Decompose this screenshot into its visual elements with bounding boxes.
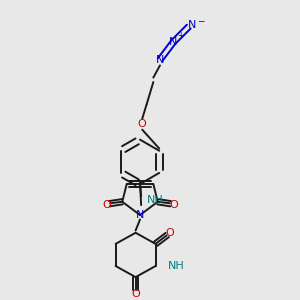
Text: O: O — [131, 289, 140, 299]
Text: O: O — [138, 119, 147, 129]
Text: +: + — [177, 31, 184, 40]
Text: N: N — [188, 20, 196, 31]
Text: N: N — [169, 37, 178, 47]
Text: N: N — [136, 210, 144, 220]
Text: O: O — [166, 228, 174, 238]
Text: NH: NH — [147, 194, 164, 205]
Text: N: N — [156, 55, 164, 65]
Text: O: O — [102, 200, 111, 210]
Text: NH: NH — [168, 261, 184, 271]
Text: O: O — [169, 200, 178, 210]
Text: −: − — [197, 16, 205, 26]
